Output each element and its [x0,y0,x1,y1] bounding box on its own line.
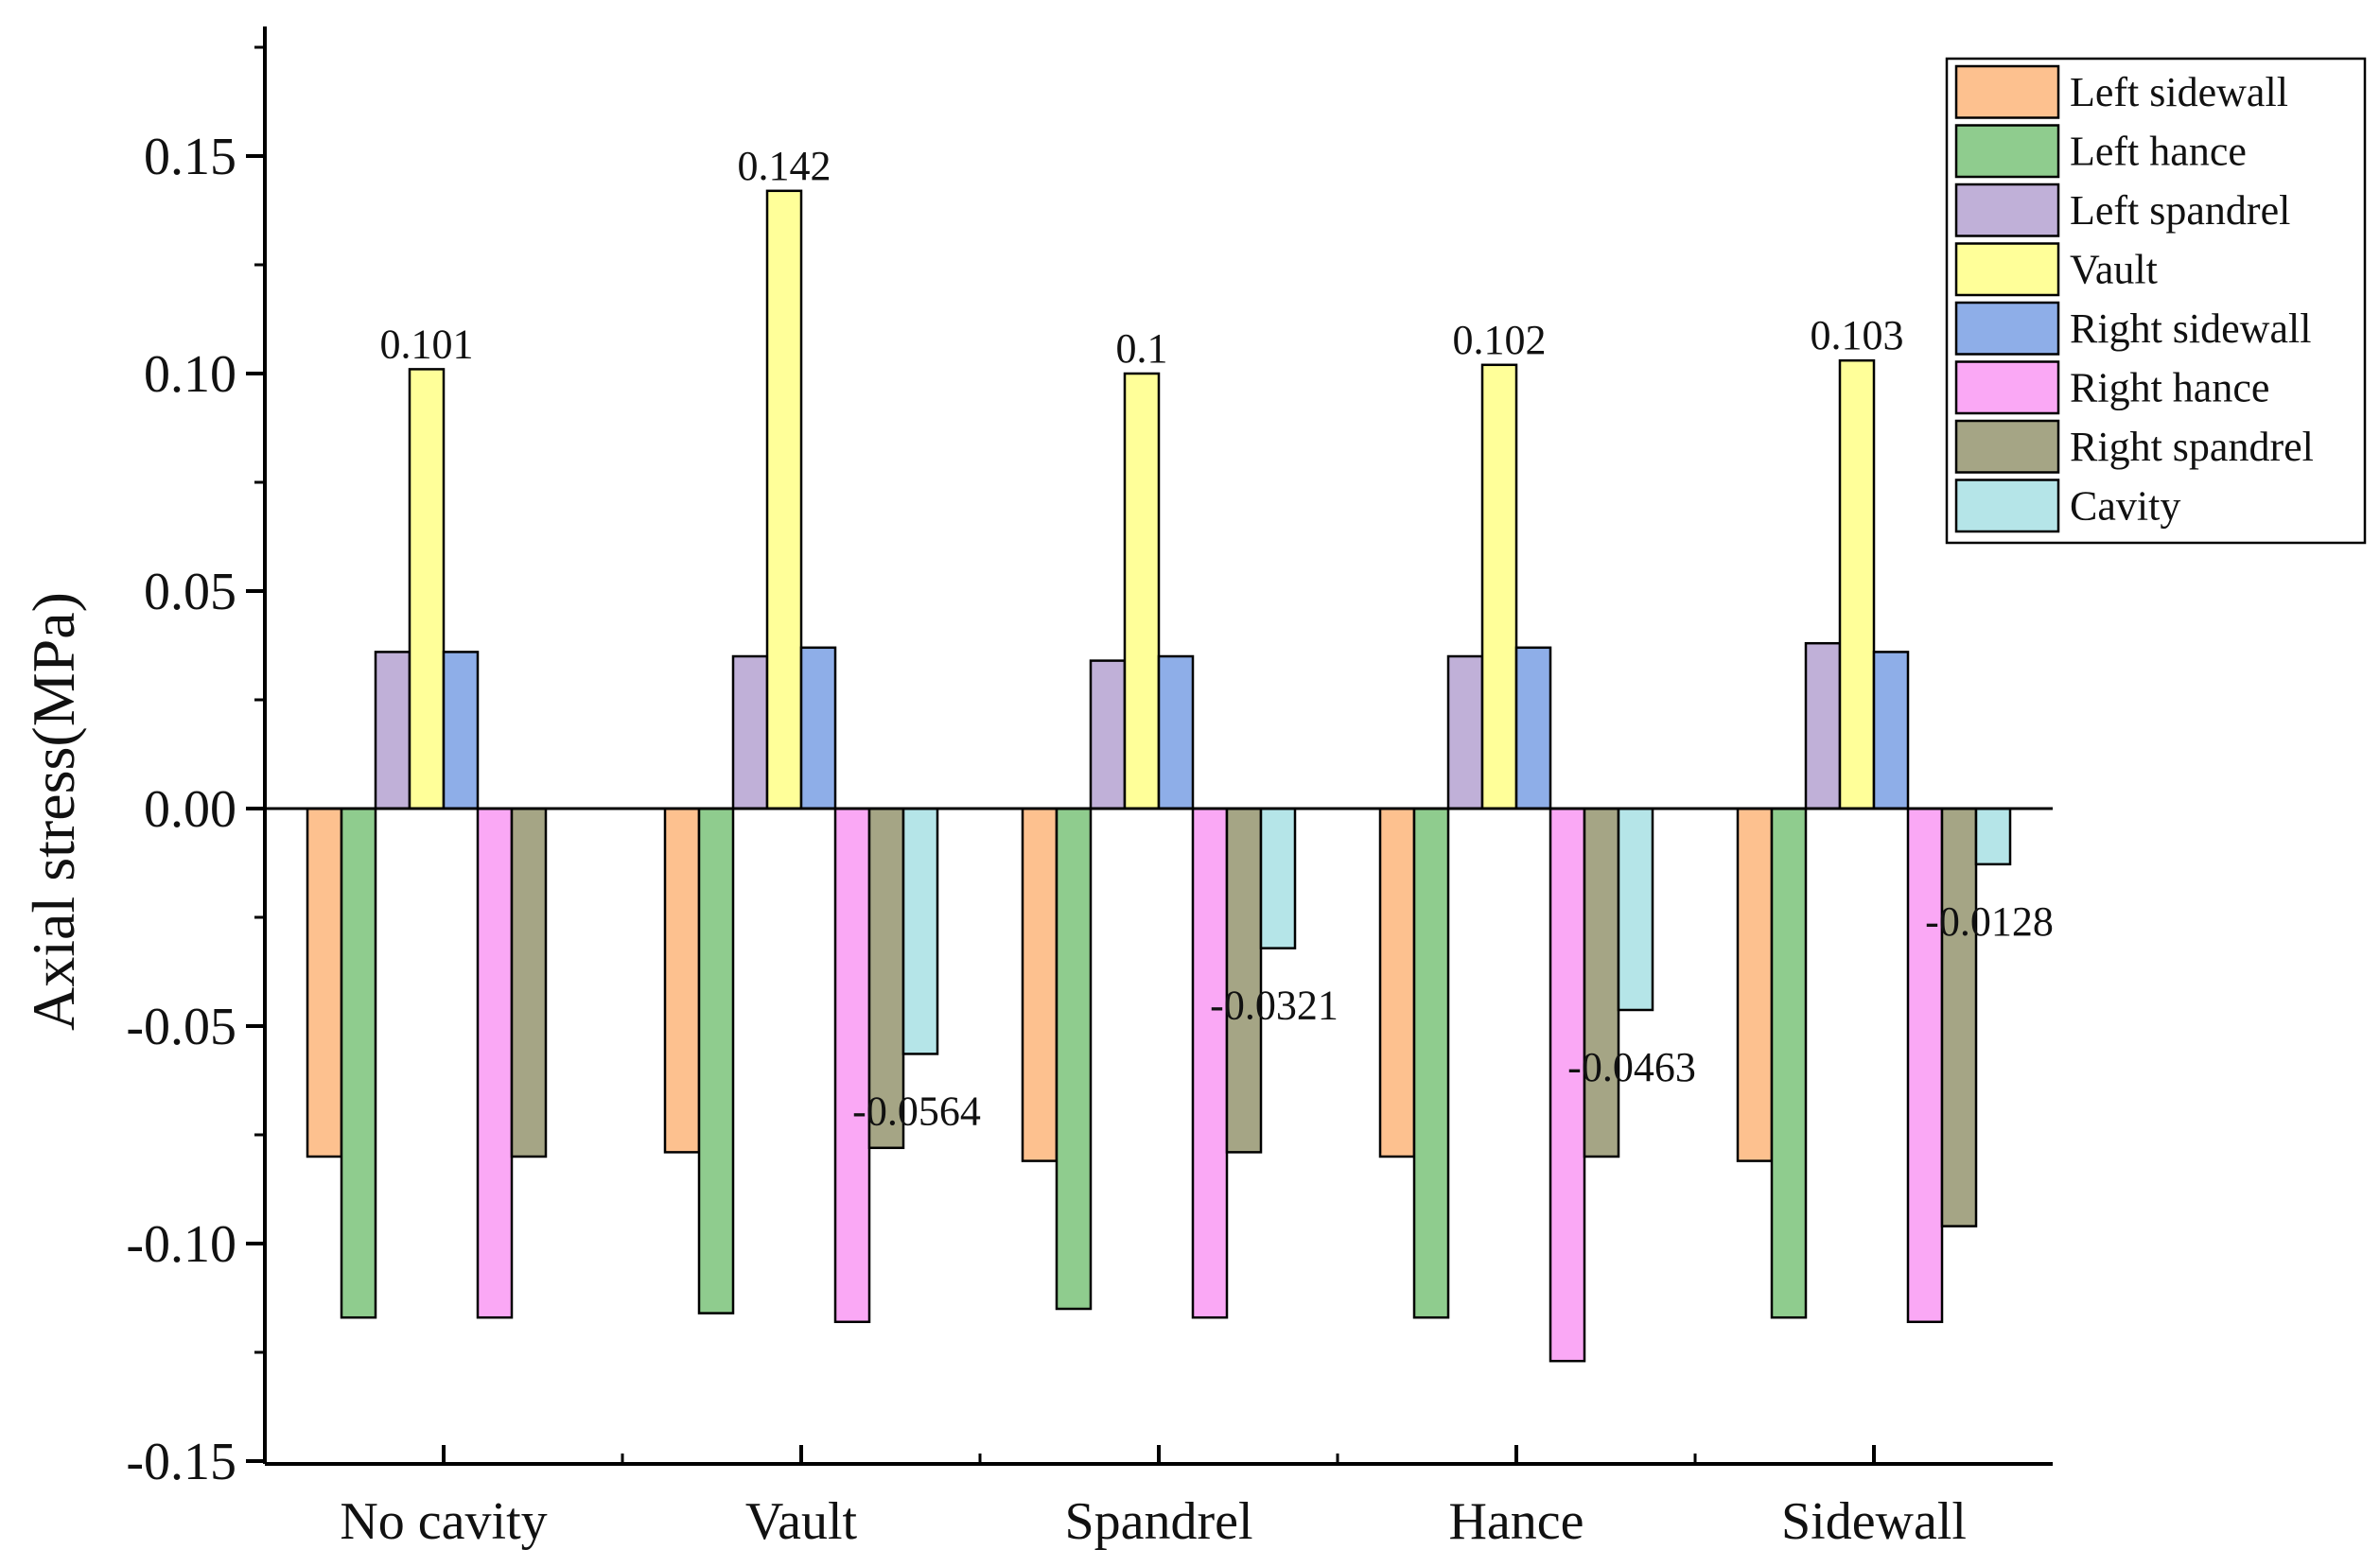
bar-left-hance-sidewall [1770,807,1808,1319]
data-label: 0.142 [738,143,831,189]
data-label: 0.103 [1811,312,1904,358]
data-label: 0.101 [380,321,474,367]
bar-left-hance-no-cavity [340,807,377,1319]
bar-left-sidewall-no-cavity [306,807,343,1158]
legend-swatch [1954,183,2060,237]
bar-left-spandrel-sidewall [1804,641,1842,810]
legend-label: Left hance [2070,129,2247,175]
bar-right-sidewall-no-cavity [442,651,480,810]
bar-right-hance-hance [1549,807,1586,1363]
data-label: 0.102 [1453,317,1547,363]
bar-cavity-sidewall [1974,807,2012,866]
legend-label: Cavity [2070,483,2180,530]
bar-cavity-spandrel [1259,807,1297,949]
y-tick-label: 0.10 [144,345,236,404]
legend-label: Left sidewall [2070,69,2288,115]
legend-label: Vault [2070,247,2158,293]
legend-swatch [1954,360,2060,415]
data-label: -0.0128 [1925,898,2054,945]
bar-right-spandrel-sidewall [1940,807,1978,1227]
bar-right-sidewall-vault [799,646,837,810]
bar-left-spandrel-no-cavity [374,651,411,810]
legend-swatch [1954,301,2060,356]
bar-right-hance-spandrel [1191,807,1229,1319]
legend-label: Right hance [2070,365,2269,411]
bar-right-spandrel-hance [1583,807,1620,1158]
bar-cavity-hance [1617,807,1654,1012]
y-tick-label: 0.05 [144,563,236,621]
bar-left-sidewall-vault [663,807,701,1154]
bar-left-sidewall-hance [1378,807,1416,1158]
bar-right-sidewall-spandrel [1157,654,1195,810]
bar-vault-no-cavity [408,368,446,810]
bar-right-sidewall-sidewall [1872,651,1910,810]
legend-swatch [1954,479,2060,533]
bars-layer [306,189,2012,1363]
bar-left-sidewall-sidewall [1736,807,1774,1162]
bar-left-spandrel-spandrel [1089,659,1127,810]
y-tick-label: -0.10 [126,1215,236,1274]
x-tick-label: Sidewall [1781,1492,1967,1551]
x-tick-label: Hance [1448,1492,1584,1551]
y-tick-label: 0.00 [144,780,236,839]
data-label: -0.0321 [1210,983,1339,1029]
bar-right-spandrel-no-cavity [510,807,548,1158]
bar-vault-sidewall [1838,358,1876,810]
legend-label: Right sidewall [2070,305,2311,352]
bar-right-hance-sidewall [1906,807,1944,1324]
ticks-layer [246,45,1876,1464]
x-tick-label: No cavity [340,1492,547,1551]
data-label: 0.1 [1116,325,1168,372]
legend-swatch [1954,124,2060,179]
legend-swatch [1954,242,2060,297]
bar-cavity-vault [901,807,939,1055]
y-tick-label: -0.05 [126,998,236,1056]
legend-swatch [1954,64,2060,119]
bar-vault-hance [1480,363,1518,810]
bar-vault-spandrel [1123,372,1161,810]
legend: Left sidewall Left hance Left spandrel Vaul… [1945,57,2367,545]
y-tick-label: -0.15 [126,1433,236,1491]
bar-left-hance-hance [1412,807,1450,1319]
data-label: -0.0463 [1567,1044,1696,1090]
legend-label: Right spandrel [2070,424,2314,470]
y-axis-label: Axial stress(MPa) [20,592,87,1031]
bar-right-sidewall-hance [1514,646,1552,810]
bar-right-spandrel-spandrel [1225,807,1263,1154]
bar-right-hance-vault [833,807,871,1324]
legend-swatch [1954,419,2060,474]
bar-left-spandrel-vault [731,654,769,810]
legend-label: Left spandrel [2070,187,2290,234]
x-tick-label: Spandrel [1064,1492,1252,1551]
bar-left-sidewall-spandrel [1021,807,1059,1162]
bar-left-hance-vault [697,807,735,1315]
x-tick-label: Vault [745,1492,858,1551]
bar-vault-vault [765,189,803,810]
y-tick-label: 0.15 [144,128,236,186]
data-label: -0.0564 [852,1088,981,1134]
bar-left-hance-spandrel [1055,807,1093,1311]
labels-layer: 0.15 0.10 0.05 0.00 -0.05 -0.10 -0.15 No cavity… [126,128,2053,1551]
bar-left-spandrel-hance [1446,654,1484,810]
bar-right-hance-no-cavity [476,807,514,1319]
